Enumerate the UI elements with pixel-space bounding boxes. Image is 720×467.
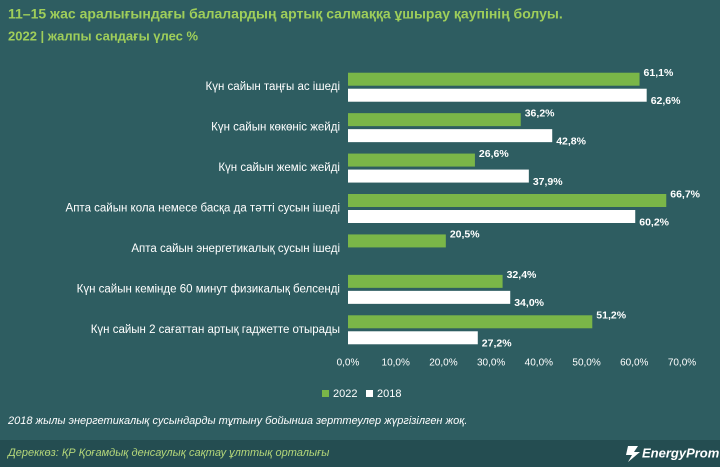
bar xyxy=(348,88,647,102)
chart-subtitle: 2022 | жалпы сандағы үлес % xyxy=(8,28,199,43)
y-tick-label: Апта сайын кола немесе басқа да тәтті су… xyxy=(66,203,340,215)
bar xyxy=(348,331,478,345)
value-label: 34,0% xyxy=(514,297,544,309)
y-tick-label: Күн сайын кемінде 60 минут физикалық бел… xyxy=(77,283,340,295)
value-label: 42,8% xyxy=(556,135,586,147)
x-tick-label: 20,0% xyxy=(429,358,457,369)
bar xyxy=(348,194,667,207)
chart-title: 11–15 жас аралығындағы балалардың артық … xyxy=(8,6,563,22)
value-label: 20,5% xyxy=(450,229,480,241)
value-label: 51,2% xyxy=(596,310,626,322)
x-tick-label: 40,0% xyxy=(525,358,553,369)
legend-label: 2018 xyxy=(377,388,401,400)
logo-icon xyxy=(626,446,640,462)
legend-swatch xyxy=(366,390,373,397)
x-tick-label: 10,0% xyxy=(382,358,410,369)
bar xyxy=(348,234,446,248)
source: Дереккөз: ҚР Қоғамдық денсаулық сақтау ұ… xyxy=(6,447,329,459)
brand: EnergyProm xyxy=(642,445,720,460)
y-tick-label: Күн сайын таңғы ас ішеді xyxy=(206,81,340,93)
y-tick-label: Күн сайын көкөніс жейді xyxy=(211,122,340,134)
value-label: 66,7% xyxy=(670,188,700,200)
value-label: 61,1% xyxy=(644,67,674,79)
bar xyxy=(348,210,636,223)
x-tick-label: 0,0% xyxy=(337,358,360,369)
bar xyxy=(348,129,553,143)
x-tick-label: 50,0% xyxy=(572,358,600,369)
value-label: 62,6% xyxy=(651,95,681,107)
footer-band xyxy=(0,440,720,467)
value-label: 36,2% xyxy=(525,107,555,119)
value-label: 32,4% xyxy=(507,269,537,281)
note: 2018 жылы энергетикалық сусындарды тұтын… xyxy=(7,415,467,427)
value-label: 37,9% xyxy=(533,176,563,188)
x-tick-label: 70,0% xyxy=(668,358,696,369)
bar xyxy=(348,113,521,127)
x-tick-label: 60,0% xyxy=(620,358,648,369)
y-tick-label: Күн сайын жеміс жейді xyxy=(218,162,340,174)
value-label: 26,6% xyxy=(479,148,509,160)
bar xyxy=(348,169,529,183)
bar xyxy=(348,153,475,167)
bar xyxy=(348,72,640,86)
x-tick-label: 30,0% xyxy=(477,358,505,369)
value-label: 60,2% xyxy=(639,216,669,228)
y-tick-label: Күн сайын 2 сағаттан артық гаджетте отыр… xyxy=(91,324,340,336)
bar xyxy=(348,290,511,304)
value-label: 27,2% xyxy=(482,338,512,350)
bar xyxy=(348,274,503,288)
legend-swatch xyxy=(322,390,329,397)
legend-label: 2022 xyxy=(333,388,357,400)
y-tick-label: Апта сайын энергетикалық сусын ішеді xyxy=(131,243,340,255)
bar xyxy=(348,315,593,329)
